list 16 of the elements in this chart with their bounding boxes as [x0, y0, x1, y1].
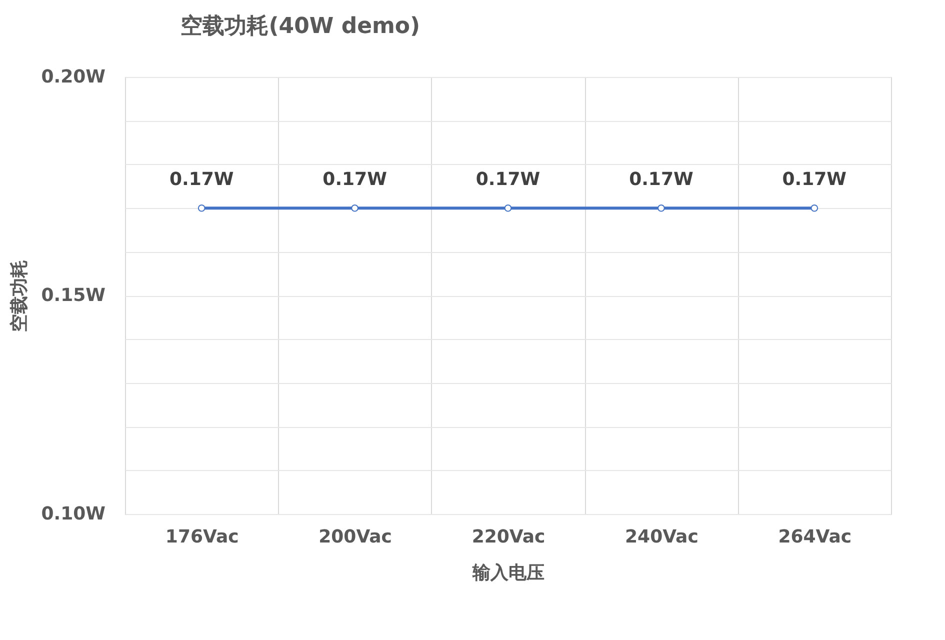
data-label: 0.17W — [476, 169, 540, 190]
x-tick-label: 264Vac — [778, 526, 852, 548]
x-axis-title: 输入电压 — [472, 562, 544, 584]
x-tick-label: 220Vac — [472, 526, 546, 548]
x-tick-label: 200Vac — [318, 526, 392, 548]
data-label: 0.17W — [322, 169, 388, 190]
data-label: 0.17W — [169, 169, 234, 190]
data-label: 0.17W — [782, 169, 847, 190]
y-tick-label: 0.20W — [41, 66, 106, 88]
data-label: 0.17W — [629, 169, 694, 190]
y-tick-label: 0.15W — [41, 285, 106, 306]
chart-title: 空载功耗(40W demo) — [180, 13, 420, 39]
x-tick-label: 240Vac — [625, 526, 698, 548]
y-axis-title: 空载功耗 — [9, 260, 30, 332]
y-tick-label: 0.10W — [41, 504, 106, 524]
x-tick-label: 176Vac — [165, 526, 239, 548]
